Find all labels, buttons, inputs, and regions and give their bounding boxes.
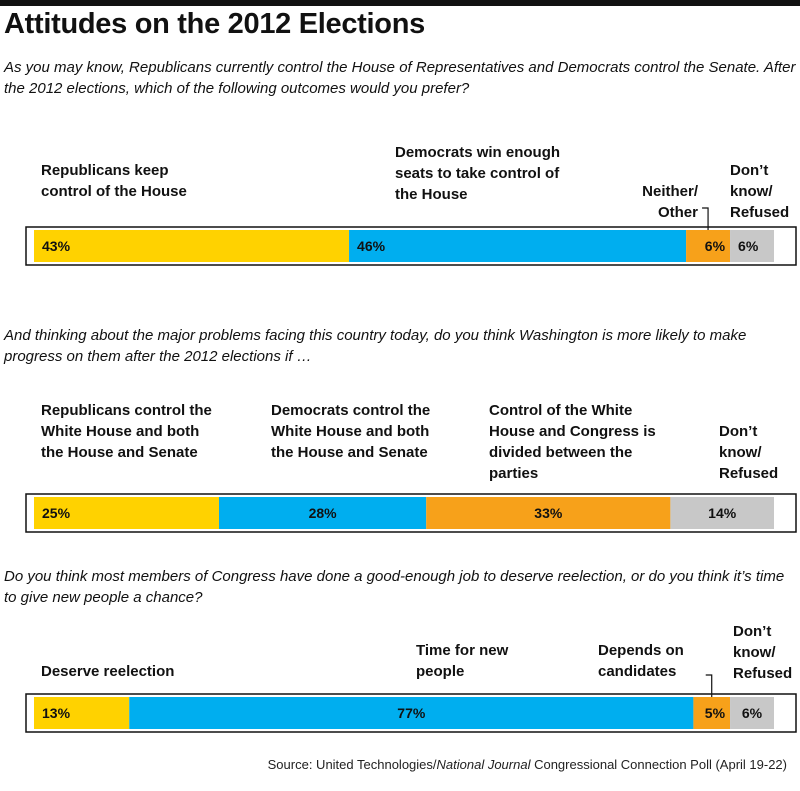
chart2-category-1-label: Republicans control the White House and … (41, 402, 212, 461)
question-2: And thinking about the major problems fa… (4, 327, 747, 365)
chart2-bar-1 (34, 497, 219, 529)
chart1-value-label-1: 43% (42, 238, 71, 254)
chart2-value-label-3: 33% (534, 505, 563, 521)
top-rule (0, 0, 800, 6)
chart3-callout-line (705, 674, 713, 697)
chart3-category-3-label: Depends on candidates (598, 642, 684, 680)
chart3-bar-4 (730, 697, 774, 729)
chart1-category-1-label: Republicans keep control of the House (41, 162, 187, 200)
chart2-bar-4 (670, 497, 774, 529)
chart3-category-1-label: Deserve reelection (41, 663, 175, 680)
source-note: Source: United Technologies/National Jou… (267, 757, 787, 772)
chart3-value-label-1: 13% (42, 705, 71, 721)
chart1-category-3-label: Neither/ Other (642, 183, 698, 221)
chart3-category-4-label: Don’t know/ Refused (733, 623, 793, 682)
chart2-category-2-label: Democrats control the White House and bo… (271, 402, 431, 461)
chart1-bar-3 (686, 230, 731, 262)
chart3-value-label-2: 77% (397, 705, 426, 721)
chart1-bar-4 (730, 230, 774, 262)
chart1-callout-line (702, 207, 709, 230)
chart2-category-4-label: Don’t know/ Refused (719, 423, 779, 482)
chart1-value-label-2: 46% (357, 238, 386, 254)
chart3-value-label-4: 6% (742, 705, 763, 721)
chart2-value-label-1: 25% (42, 505, 71, 521)
chart1-bar-1 (34, 230, 350, 262)
question-3: Do you think most members of Congress ha… (4, 568, 785, 606)
chart1-category-4-label: Don’t know/ Refused (730, 162, 790, 221)
chart3-bar-1 (34, 697, 130, 729)
chart2-bar-2 (219, 497, 427, 529)
page-title: Attitudes on the 2012 Elections (4, 8, 425, 40)
chart2-value-label-4: 14% (708, 505, 737, 521)
chart3-frame (25, 693, 797, 733)
chart1-value-label-4: 6% (738, 238, 759, 254)
chart3-category-2-label: Time for new people (416, 642, 509, 680)
question-1: As you may know, Republicans currently c… (4, 59, 796, 97)
chart2-bar-3 (426, 497, 671, 529)
chart1-bar-2 (349, 230, 687, 262)
chart2-value-label-2: 28% (309, 505, 338, 521)
chart3-bar-3 (693, 697, 731, 729)
chart1-value-label-3: 6% (705, 238, 726, 254)
chart3-value-label-3: 5% (705, 705, 726, 721)
chart3-bar-2 (129, 697, 694, 729)
chart2-frame (25, 493, 797, 533)
chart2-category-3-label: Control of the White House and Congress … (489, 402, 656, 482)
chart1-category-2-label: Democrats win enough seats to take contr… (395, 144, 561, 203)
chart1-frame (25, 226, 797, 266)
